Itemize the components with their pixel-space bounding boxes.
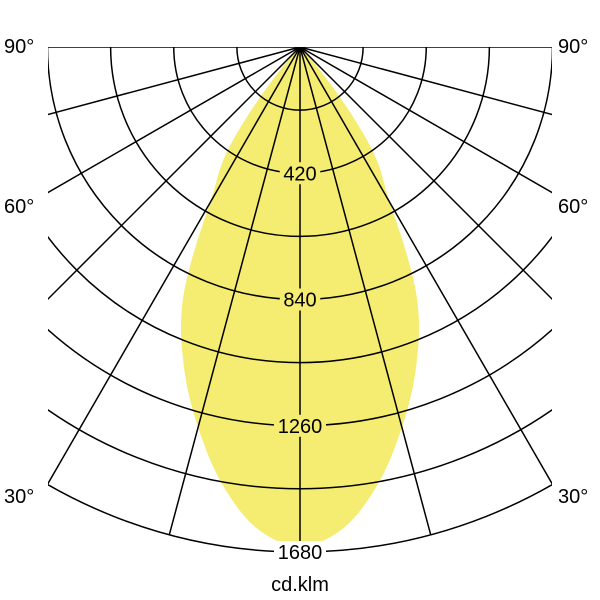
grid-radial-line — [48, 47, 301, 194]
angle-label-30-right: 30° — [558, 486, 589, 508]
tick-label-bg — [279, 288, 321, 311]
angle-label-60-right: 60° — [558, 196, 589, 218]
unit-label: cd.klm — [271, 574, 329, 596]
tick-label-bg — [274, 414, 326, 437]
grid-radial-line — [48, 47, 301, 485]
angle-label-30-left: 30° — [4, 486, 35, 508]
radial-tick-label: 1260 — [278, 416, 323, 438]
grid-radial-line — [168, 47, 301, 535]
grid-radial-line — [48, 47, 301, 116]
tick-label-bg — [279, 162, 321, 185]
radial-tick-label: 840 — [283, 290, 316, 312]
angle-label-90-left: 90° — [4, 36, 35, 58]
grid-radial-line — [299, 47, 552, 485]
angle-label-60-left: 60° — [4, 196, 35, 218]
angle-label-90-right: 90° — [558, 36, 589, 58]
grid-radial-line — [299, 47, 552, 116]
grid-radial-line — [299, 47, 432, 535]
grid-radial-line — [299, 47, 552, 301]
tick-label-bg — [274, 541, 326, 563]
radial-tick-label: 420 — [283, 163, 316, 185]
grid-radial-line — [299, 47, 552, 194]
radial-tick-label: 1680 — [278, 542, 323, 564]
grid-radial-line — [48, 47, 301, 301]
